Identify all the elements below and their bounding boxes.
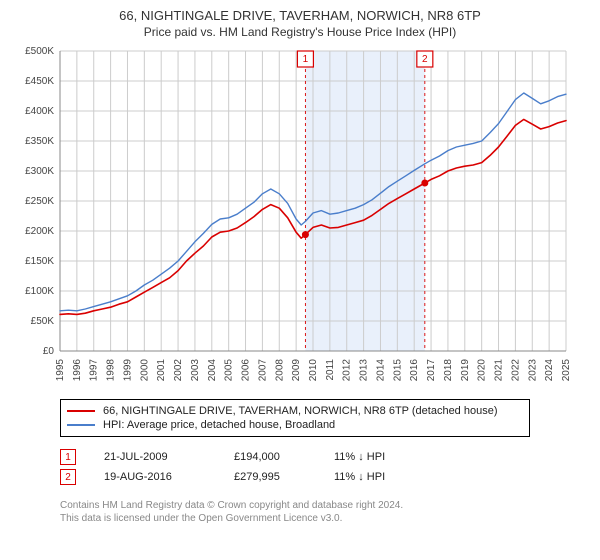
svg-text:2018: 2018 — [443, 359, 454, 382]
event-date-1: 21-JUL-2009 — [104, 451, 234, 463]
svg-text:2: 2 — [422, 54, 428, 65]
svg-text:2009: 2009 — [291, 359, 302, 382]
svg-text:£200K: £200K — [25, 226, 54, 237]
svg-text:2014: 2014 — [375, 359, 386, 382]
svg-text:£350K: £350K — [25, 136, 54, 147]
event-marker-2: 2 — [60, 469, 76, 485]
legend-swatch-hpi — [67, 424, 95, 426]
svg-text:£300K: £300K — [25, 166, 54, 177]
svg-text:1999: 1999 — [122, 359, 133, 382]
svg-text:2002: 2002 — [173, 359, 184, 382]
event-pct-2: 11% ↓ HPI — [334, 471, 454, 483]
legend-swatch-property — [67, 410, 95, 412]
svg-text:2022: 2022 — [510, 359, 521, 382]
chart-titles: 66, NIGHTINGALE DRIVE, TAVERHAM, NORWICH… — [10, 8, 590, 45]
svg-text:£400K: £400K — [25, 106, 54, 117]
chart-area: £0 £50K £100K £150K £200K £250K £300K £350K £400… — [10, 45, 590, 393]
svg-text:£450K: £450K — [25, 76, 54, 87]
svg-text:2015: 2015 — [392, 359, 403, 382]
event-row-1: 1 21-JUL-2009 £194,000 11% ↓ HPI — [60, 449, 530, 465]
svg-text:2013: 2013 — [359, 359, 370, 382]
svg-text:2003: 2003 — [190, 359, 201, 382]
svg-text:2023: 2023 — [527, 359, 538, 382]
footer-line-1: Contains HM Land Registry data © Crown c… — [60, 499, 560, 512]
svg-text:2024: 2024 — [544, 359, 555, 382]
legend-item-hpi: HPI: Average price, detached house, Broa… — [67, 418, 523, 432]
svg-text:£150K: £150K — [25, 256, 54, 267]
footer-attribution: Contains HM Land Registry data © Crown c… — [60, 499, 560, 525]
svg-text:2017: 2017 — [426, 359, 437, 382]
svg-text:£250K: £250K — [25, 196, 54, 207]
svg-text:2019: 2019 — [460, 359, 471, 382]
svg-text:2004: 2004 — [207, 359, 218, 382]
svg-text:2020: 2020 — [477, 359, 488, 382]
legend-label-hpi: HPI: Average price, detached house, Broa… — [103, 419, 335, 431]
svg-text:1: 1 — [303, 54, 309, 65]
price-chart: £0 £50K £100K £150K £200K £250K £300K £350K £400… — [10, 45, 590, 393]
svg-text:2021: 2021 — [494, 359, 505, 382]
event-date-2: 19-AUG-2016 — [104, 471, 234, 483]
chart-title-address: 66, NIGHTINGALE DRIVE, TAVERHAM, NORWICH… — [10, 8, 590, 23]
svg-text:2001: 2001 — [156, 359, 167, 382]
legend-box: 66, NIGHTINGALE DRIVE, TAVERHAM, NORWICH… — [60, 399, 530, 437]
svg-text:2016: 2016 — [409, 359, 420, 382]
event-price-2: £279,995 — [234, 471, 334, 483]
legend-item-property: 66, NIGHTINGALE DRIVE, TAVERHAM, NORWICH… — [67, 404, 523, 418]
svg-text:2011: 2011 — [325, 359, 336, 381]
event-pct-1: 11% ↓ HPI — [334, 451, 454, 463]
svg-text:2008: 2008 — [274, 359, 285, 382]
svg-text:£0: £0 — [43, 346, 55, 357]
event-list: 1 21-JUL-2009 £194,000 11% ↓ HPI 2 19-AU… — [60, 445, 530, 489]
svg-text:2007: 2007 — [257, 359, 268, 382]
svg-text:£50K: £50K — [31, 316, 55, 327]
svg-text:2025: 2025 — [561, 359, 572, 382]
svg-text:1997: 1997 — [89, 359, 100, 382]
svg-text:1996: 1996 — [72, 359, 83, 382]
footer-line-2: This data is licensed under the Open Gov… — [60, 512, 560, 525]
svg-text:2000: 2000 — [139, 359, 150, 382]
svg-text:2006: 2006 — [241, 359, 252, 382]
event-marker-1: 1 — [60, 449, 76, 465]
svg-text:£100K: £100K — [25, 286, 54, 297]
legend-label-property: 66, NIGHTINGALE DRIVE, TAVERHAM, NORWICH… — [103, 405, 498, 417]
svg-text:1995: 1995 — [55, 359, 66, 382]
svg-text:2010: 2010 — [308, 359, 319, 382]
svg-text:2012: 2012 — [342, 359, 353, 382]
page: 66, NIGHTINGALE DRIVE, TAVERHAM, NORWICH… — [0, 0, 600, 560]
event-price-1: £194,000 — [234, 451, 334, 463]
svg-text:1998: 1998 — [106, 359, 117, 382]
svg-text:£500K: £500K — [25, 46, 54, 57]
event-row-2: 2 19-AUG-2016 £279,995 11% ↓ HPI — [60, 469, 530, 485]
svg-text:2005: 2005 — [224, 359, 235, 382]
chart-title-subtitle: Price paid vs. HM Land Registry's House … — [10, 25, 590, 39]
